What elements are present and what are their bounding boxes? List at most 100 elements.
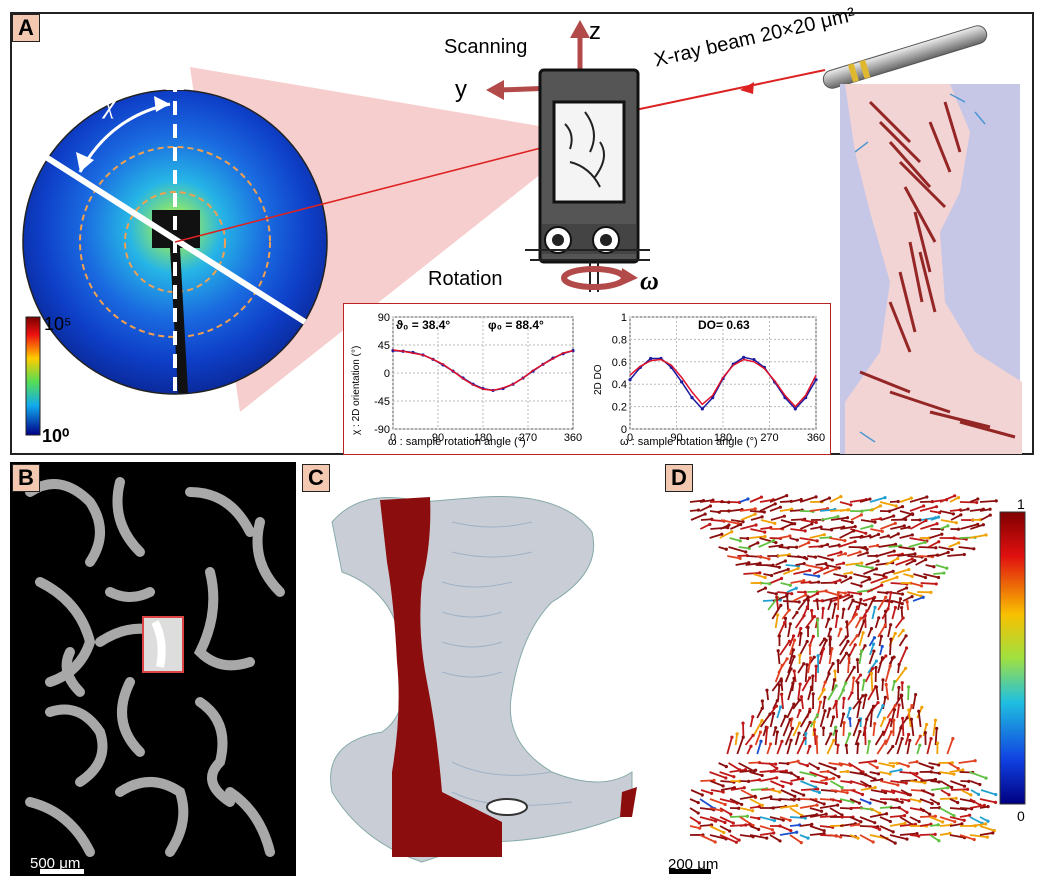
panel-label-b: B [12, 464, 40, 492]
vector-arrow [949, 834, 965, 839]
vector-arrow-head [768, 712, 772, 716]
vector-arrow [896, 738, 903, 755]
vector-arrow [838, 652, 848, 665]
vector-arrow [699, 505, 711, 512]
vector-arrow [819, 825, 833, 829]
vector-arrow [809, 832, 825, 836]
vector-arrow-head [846, 639, 850, 643]
vector-arrow [809, 813, 827, 818]
vector-arrow [829, 495, 842, 503]
vector-arrow [940, 519, 957, 524]
vector-arrow [869, 643, 875, 656]
vector-arrow-head [897, 685, 901, 690]
vector-arrow [909, 771, 926, 782]
vector-arrow-head [788, 718, 792, 722]
vector-arrow-head [781, 818, 785, 822]
vector-arrow [770, 515, 785, 521]
vector-arrow-head [857, 718, 861, 722]
vector-arrow-head [805, 764, 810, 768]
vector-arrow [689, 499, 704, 503]
vector-arrow-head [950, 761, 954, 765]
vector-arrow-head [802, 579, 806, 583]
vector-arrow [787, 656, 795, 674]
vector-arrow-head [873, 722, 877, 726]
plot2-ytick-label: 0.8 [612, 334, 627, 346]
vector-arrow [819, 536, 831, 539]
vector-arrow-head [973, 759, 977, 763]
vector-arrow-head [888, 819, 892, 824]
vector-arrow-head [883, 496, 887, 500]
plot2-xtick-label: 360 [807, 432, 825, 444]
vector-arrow [804, 664, 808, 683]
vector-arrow [743, 571, 760, 575]
vector-arrow [959, 798, 975, 803]
vector-arrow-head [874, 665, 878, 670]
vector-arrow-head [858, 729, 862, 734]
vector-arrow [869, 533, 879, 539]
vector-arrow-head [799, 695, 804, 699]
colorbar-bottom-label: 10⁰ [42, 426, 70, 446]
vector-arrow-head [905, 600, 909, 604]
vector-arrow-head [728, 829, 732, 833]
vector-arrow [792, 722, 801, 737]
vector-arrow [909, 537, 928, 542]
vector-arrow-head [815, 803, 819, 807]
vector-arrow-head [868, 801, 872, 805]
vector-arrow [979, 798, 996, 804]
vector-arrow [760, 526, 771, 530]
vector-arrow-head [834, 684, 838, 688]
vector-arrow [807, 686, 813, 701]
plot2-series-1-point [742, 355, 746, 359]
vector-arrow-head [849, 503, 853, 507]
plot2-series-1-point [680, 380, 684, 384]
vector-arrow [759, 769, 775, 773]
vector-arrow [949, 508, 961, 512]
vector-arrow [899, 832, 918, 836]
vector-arrow-head [941, 820, 945, 824]
vector-arrow-head [805, 557, 809, 561]
vector-arrow-head [940, 532, 944, 536]
vector-arrow [768, 544, 782, 548]
vector-arrow-head [834, 567, 838, 571]
vector-arrow [739, 769, 756, 773]
vector-arrow-head [879, 634, 883, 638]
vector-arrow-head [844, 743, 848, 747]
vector-arrow [864, 668, 874, 683]
vector-arrow [797, 683, 802, 701]
vector-arrow [756, 707, 764, 719]
vector-arrow-head [758, 571, 762, 575]
vector-arrow-head [914, 692, 918, 697]
vector-arrow-head [803, 736, 807, 740]
vector-arrow [764, 727, 769, 746]
vector-arrow-head [852, 529, 856, 533]
vector-arrow-head [792, 669, 796, 673]
vector-arrow [765, 564, 780, 569]
vector-arrow [858, 760, 876, 764]
vector-arrow-head [844, 635, 848, 639]
vector-arrow-head [843, 552, 848, 556]
vector-arrow [759, 825, 773, 831]
vector-arrow-head [993, 800, 998, 804]
vector-arrow-head [763, 534, 767, 539]
vector-arrow-head [921, 595, 925, 599]
vector-arrow-head [797, 600, 801, 604]
vector-arrow [849, 798, 860, 804]
vector-arrow [969, 804, 985, 809]
vector-arrow-head [889, 591, 893, 595]
vector-arrow-head [775, 776, 779, 780]
vector-arrow [949, 537, 967, 541]
vector-arrow [970, 780, 981, 786]
vector-arrow [919, 815, 936, 818]
vector-arrow-head [917, 819, 921, 824]
vector-arrow-head [900, 681, 904, 685]
vector-arrow [780, 694, 784, 710]
vector-arrow [699, 816, 716, 822]
vector-arrow-head [828, 707, 832, 711]
vector-arrow-head [723, 820, 727, 825]
vector-arrow-head [834, 702, 838, 706]
vector-arrow-head [847, 508, 851, 512]
vector-arrow [869, 710, 873, 728]
vector-arrow [891, 607, 897, 620]
vector-arrow [768, 762, 778, 770]
vector-arrow [771, 604, 782, 620]
